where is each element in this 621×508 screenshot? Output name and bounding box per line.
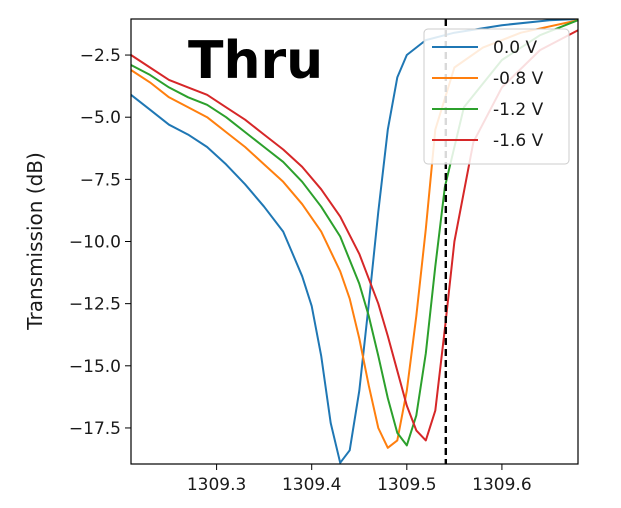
x-tick-label: 1309.5 [377, 475, 436, 495]
legend-label-0: 0.0 V [493, 38, 537, 58]
x-tick-label: 1309.3 [187, 475, 246, 495]
series-line-2 [131, 19, 578, 447]
x-tick-label: 1309.4 [282, 475, 341, 495]
y-tick-label: −7.5 [80, 170, 121, 190]
y-tick-label: −5.0 [80, 108, 121, 128]
y-tick-label: −15.0 [69, 357, 121, 377]
y-tick-label: −12.5 [69, 295, 121, 315]
x-axis: 1309.3 1309.4 1309.5 1309.6 [187, 464, 532, 495]
legend-label-2: -1.2 V [493, 100, 544, 120]
series-line-3 [131, 29, 578, 442]
y-tick-label: −10.0 [69, 233, 121, 253]
x-tick-label: 1309.6 [472, 475, 531, 495]
legend-box [423, 28, 570, 165]
legend: 0.0 V -0.8 V -1.2 V -1.6 V [423, 28, 570, 165]
y-axis: −2.5 −5.0 −7.5 −10.0 −12.5 −15.0 −17.5 [69, 46, 131, 439]
y-tick-label: −17.5 [69, 419, 121, 439]
y-axis-title: Transmission (dB) [23, 152, 47, 331]
series-line-0 [131, 19, 578, 464]
y-tick-label: −2.5 [80, 46, 121, 66]
legend-label-3: -1.6 V [493, 131, 544, 151]
overlay-label: Thru [188, 31, 323, 91]
legend-label-1: -0.8 V [493, 69, 544, 89]
